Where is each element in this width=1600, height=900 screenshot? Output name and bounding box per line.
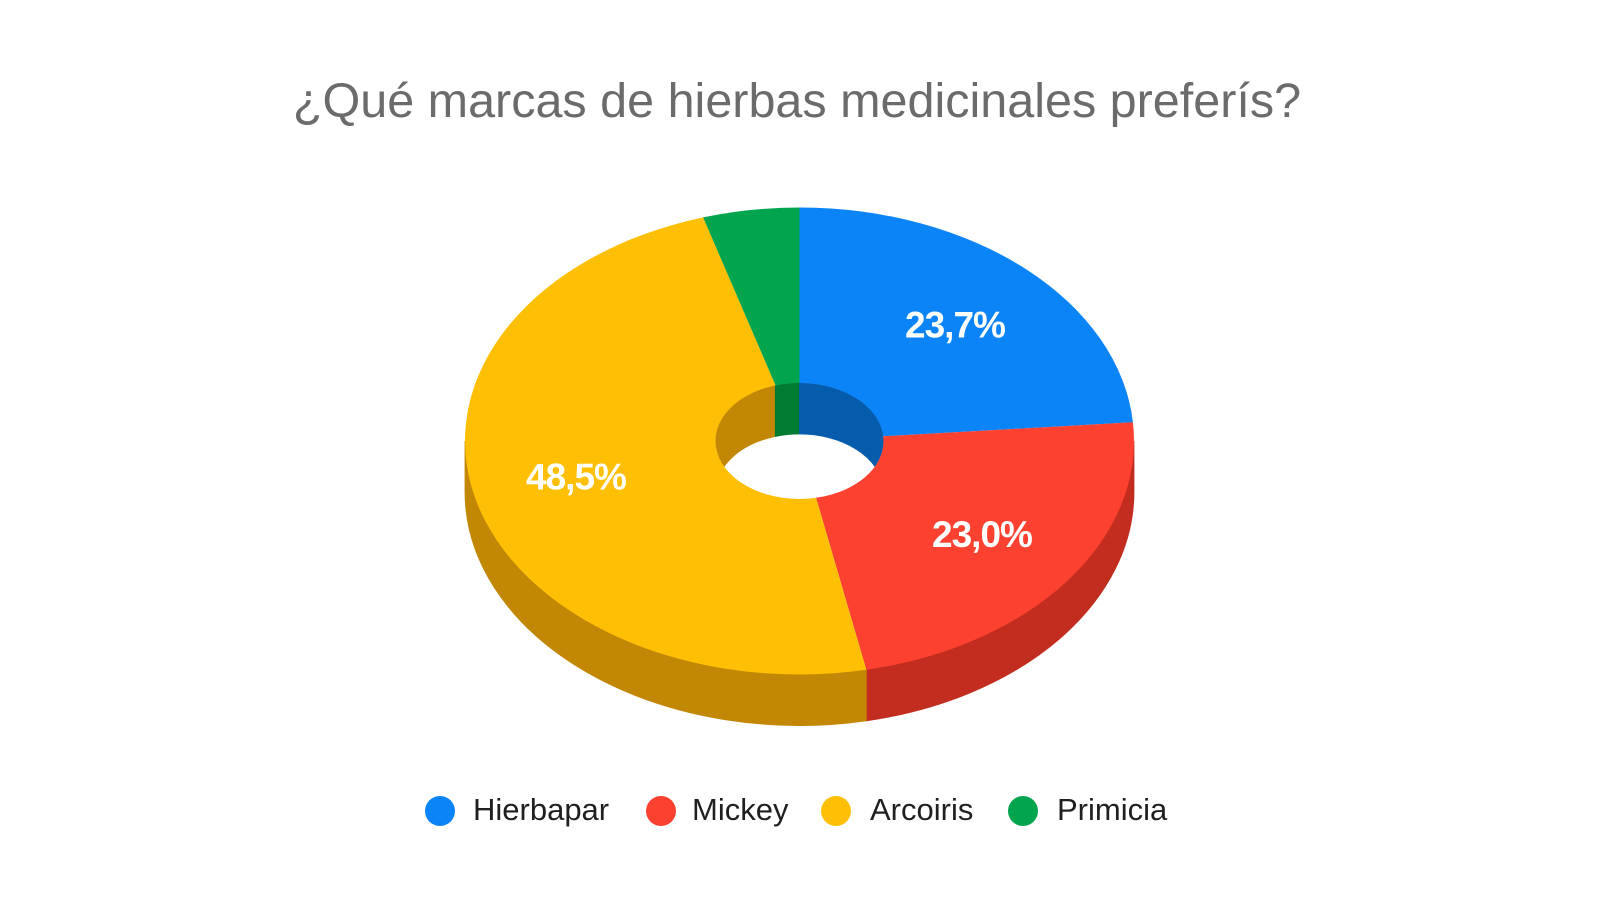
svg-text:48,5%: 48,5% [526, 457, 626, 498]
svg-text:23,0%: 23,0% [932, 514, 1032, 555]
svg-text:23,7%: 23,7% [905, 305, 1005, 346]
